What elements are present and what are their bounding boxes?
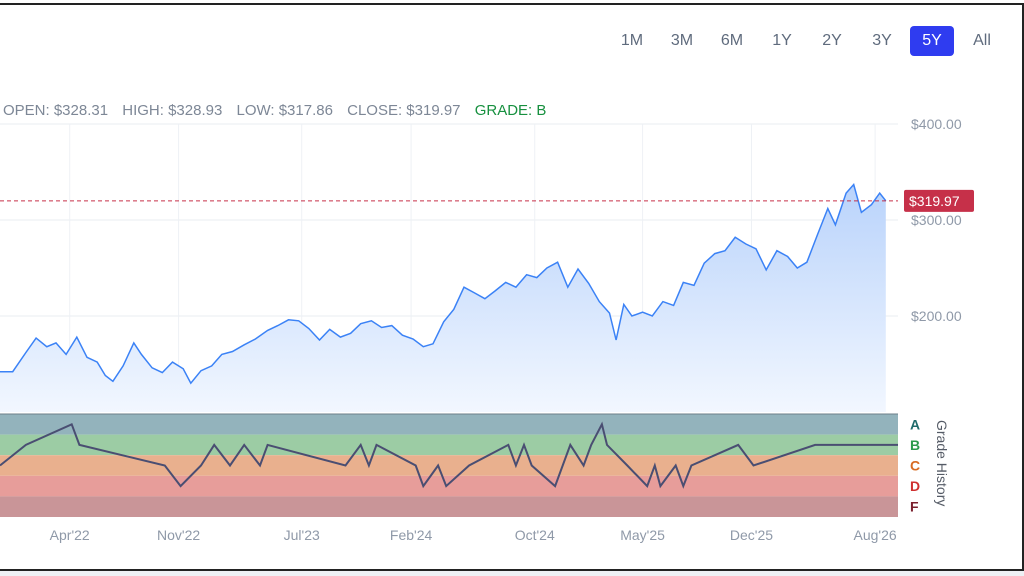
x-tick-label-4: Oct'24 bbox=[515, 527, 555, 543]
grade-letter-b: B bbox=[910, 437, 920, 453]
bottom-strip bbox=[0, 571, 1024, 576]
range-button-6m[interactable]: 6M bbox=[710, 26, 754, 56]
ohlc-low: LOW: $317.86 bbox=[236, 102, 333, 119]
grade-band-b bbox=[0, 434, 898, 456]
x-tick-label-6: Dec'25 bbox=[730, 527, 773, 543]
grade-letter-f: F bbox=[910, 499, 919, 515]
price-area bbox=[0, 184, 886, 412]
y-tick-label-0: $400.00 bbox=[911, 116, 962, 132]
ohlc-grade: GRADE: B bbox=[474, 102, 547, 119]
range-selector: 1M 3M 6M 1Y 2Y 3Y 5Y All bbox=[610, 26, 1004, 56]
range-button-3m[interactable]: 3M bbox=[660, 26, 704, 56]
grade-band-c bbox=[0, 455, 898, 476]
grade-bands bbox=[0, 413, 898, 517]
last-price-tag: $319.97 bbox=[904, 189, 974, 212]
range-button-all[interactable]: All bbox=[960, 26, 1004, 56]
grade-history-label: Grade History bbox=[934, 420, 950, 506]
grade-band-a bbox=[0, 414, 898, 435]
x-axis: Apr'22 Nov'22 Jul'23 Feb'24 Oct'24 May'25 Dec'… bbox=[50, 527, 897, 543]
grade-letter-c: C bbox=[910, 458, 920, 474]
x-tick-label-7: Aug'26 bbox=[854, 527, 897, 543]
range-button-1y[interactable]: 1Y bbox=[760, 26, 804, 56]
grade-letter-a: A bbox=[910, 416, 920, 432]
ohlc-close: CLOSE: $319.97 bbox=[347, 102, 461, 119]
price-line bbox=[0, 182, 887, 385]
range-button-5y[interactable]: 5Y bbox=[910, 26, 954, 56]
chart-frame bbox=[0, 3, 1024, 571]
x-tick-label-5: May'25 bbox=[620, 527, 665, 543]
grade-history-line bbox=[0, 421, 898, 489]
grade-letter-d: D bbox=[910, 478, 920, 494]
x-tick-label-0: Apr'22 bbox=[50, 527, 90, 543]
ohlc-high: HIGH: $328.93 bbox=[122, 102, 223, 119]
y-axis: $400.00 $300.00 $200.00 bbox=[911, 116, 962, 324]
grade-band-d bbox=[0, 475, 898, 497]
range-button-1m[interactable]: 1M bbox=[610, 26, 654, 56]
y-tick-label-1: $300.00 bbox=[911, 212, 962, 228]
y-tick-label-2: $200.00 bbox=[911, 308, 962, 324]
x-tick-label-3: Feb'24 bbox=[390, 527, 433, 543]
grade-band-f bbox=[0, 496, 898, 517]
range-button-2y[interactable]: 2Y bbox=[810, 26, 854, 56]
x-tick-label-2: Jul'23 bbox=[284, 527, 320, 543]
x-tick-label-1: Nov'22 bbox=[157, 527, 200, 543]
range-button-3y[interactable]: 3Y bbox=[860, 26, 904, 56]
ohlc-readout: OPEN: $328.31 HIGH: $328.93 LOW: $317.86… bbox=[3, 102, 556, 119]
last-price-tag-bg bbox=[904, 189, 974, 212]
last-price-tag-label: $319.97 bbox=[909, 193, 960, 209]
ohlc-open: OPEN: $328.31 bbox=[3, 102, 109, 119]
